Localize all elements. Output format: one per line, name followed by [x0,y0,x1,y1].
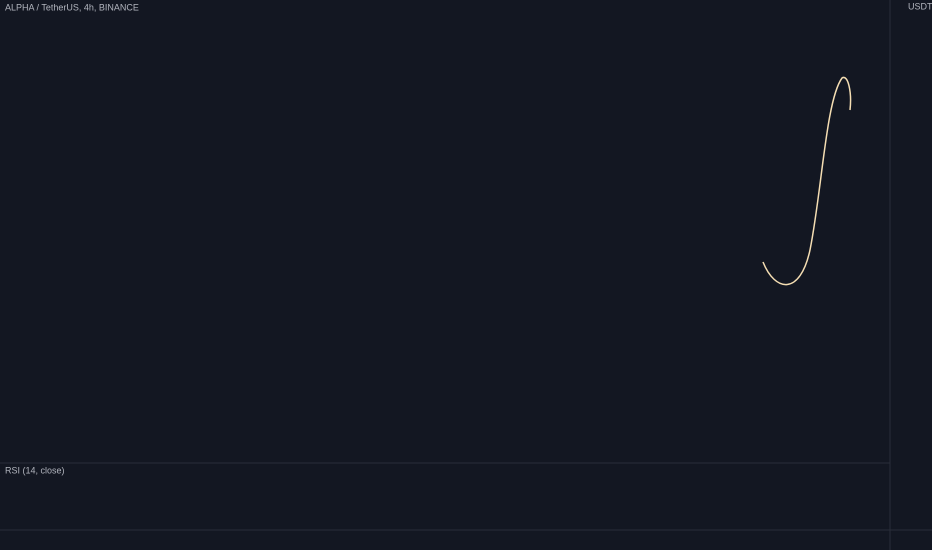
rsi-title: RSI (14, close) [5,465,65,475]
currency: USDT [908,1,932,11]
chart-title: ALPHA / TetherUS, 4h, BINANCE [5,2,139,12]
hand-drawn-arrow [762,76,852,286]
